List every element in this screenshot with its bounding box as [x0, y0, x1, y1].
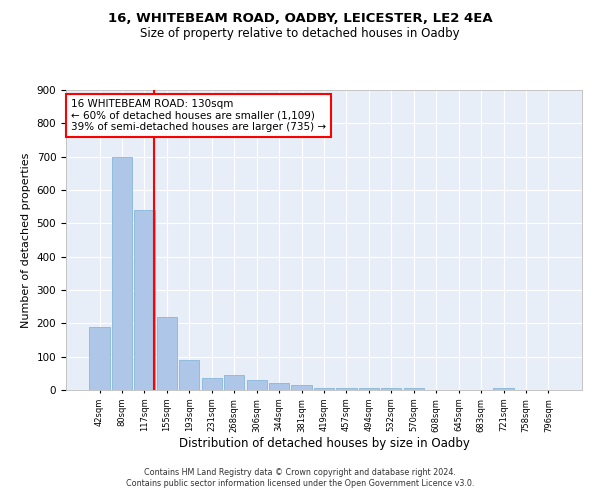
Bar [134, 210, 155, 390]
Bar [314, 388, 334, 390]
Text: Contains HM Land Registry data © Crown copyright and database right 2024.
Contai: Contains HM Land Registry data © Crown c… [126, 468, 474, 487]
Bar [337, 388, 356, 390]
Bar [493, 388, 514, 390]
Bar [157, 316, 177, 390]
Bar [359, 388, 379, 390]
Bar [269, 384, 289, 390]
Bar [292, 385, 311, 390]
Text: Size of property relative to detached houses in Oadby: Size of property relative to detached ho… [140, 28, 460, 40]
Y-axis label: Number of detached properties: Number of detached properties [21, 152, 31, 328]
X-axis label: Distribution of detached houses by size in Oadby: Distribution of detached houses by size … [179, 437, 469, 450]
Bar [381, 388, 401, 390]
Bar [404, 388, 424, 390]
Text: 16, WHITEBEAM ROAD, OADBY, LEICESTER, LE2 4EA: 16, WHITEBEAM ROAD, OADBY, LEICESTER, LE… [107, 12, 493, 26]
Text: 16 WHITEBEAM ROAD: 130sqm
← 60% of detached houses are smaller (1,109)
39% of se: 16 WHITEBEAM ROAD: 130sqm ← 60% of detac… [71, 99, 326, 132]
Bar [224, 375, 244, 390]
Bar [89, 326, 110, 390]
Bar [202, 378, 222, 390]
Bar [179, 360, 199, 390]
Bar [247, 380, 267, 390]
Bar [112, 156, 132, 390]
